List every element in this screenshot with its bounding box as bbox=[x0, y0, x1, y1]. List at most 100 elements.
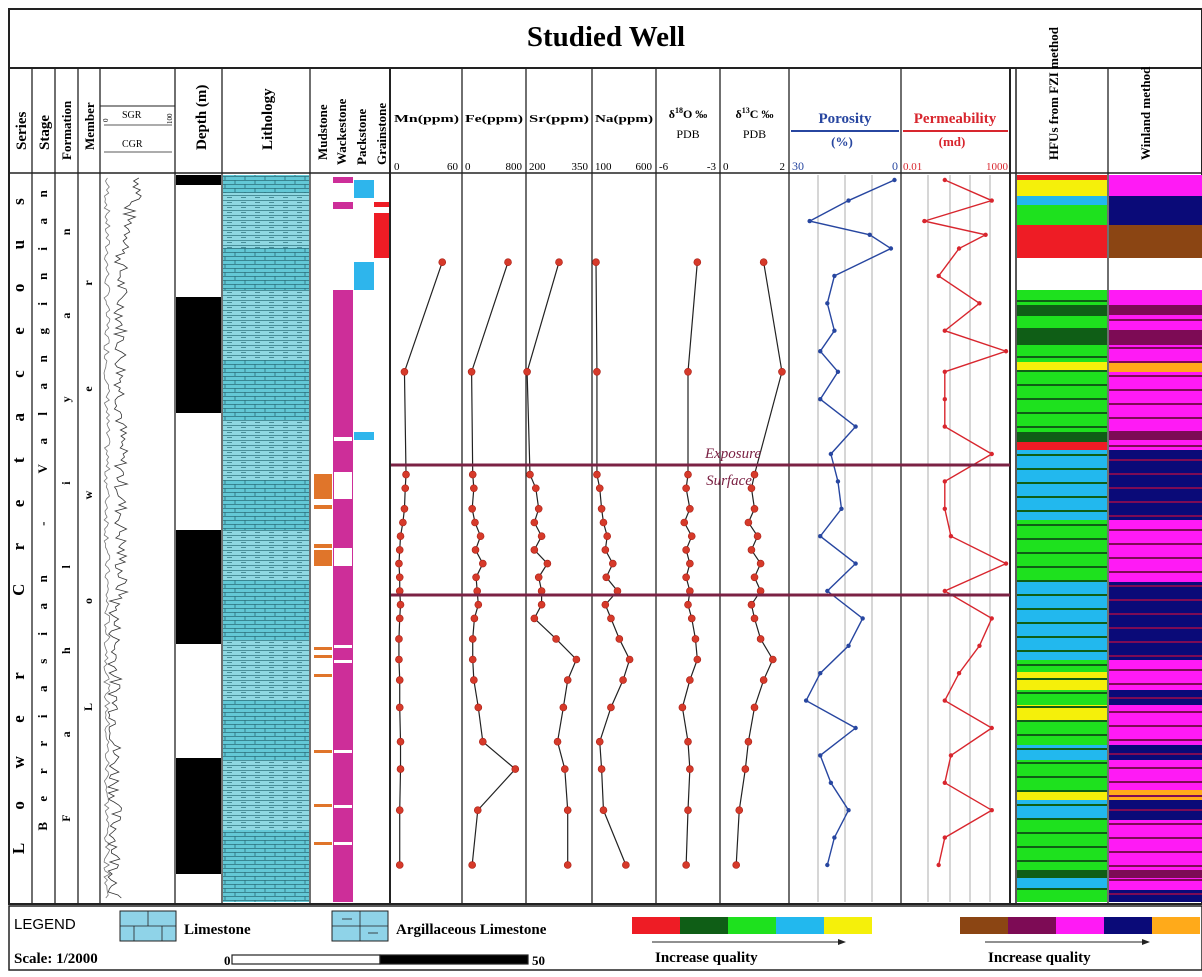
geochem-point bbox=[601, 546, 610, 554]
strat-letter: i bbox=[35, 714, 50, 718]
geochem-point bbox=[396, 600, 405, 609]
hfu-stripe bbox=[1017, 832, 1107, 834]
hfu-band bbox=[1017, 175, 1107, 180]
hfu-band bbox=[1017, 372, 1107, 395]
hfu-band bbox=[1017, 745, 1107, 760]
geochem-point bbox=[395, 806, 404, 815]
winland-stripe bbox=[1109, 417, 1202, 419]
legend-limestone: Limestone bbox=[184, 922, 251, 938]
hfu-band bbox=[1017, 180, 1107, 196]
permeability-label: Permeability bbox=[914, 111, 997, 127]
geochem-point bbox=[470, 484, 478, 493]
log-header-sub: PDB bbox=[743, 127, 766, 141]
porosity-point bbox=[839, 506, 844, 511]
geochem-point bbox=[619, 676, 627, 684]
strat-letter: n bbox=[35, 272, 50, 280]
legend-label: LEGEND bbox=[14, 916, 76, 933]
geochem-point bbox=[402, 470, 410, 479]
hfu-band bbox=[1017, 450, 1107, 520]
geochem-point bbox=[687, 532, 696, 541]
winland-band bbox=[1109, 745, 1202, 760]
strat-letter: a bbox=[9, 412, 28, 421]
header-formation: Formation bbox=[59, 100, 74, 160]
hfu-band bbox=[1017, 582, 1107, 600]
geochem-point bbox=[396, 737, 405, 746]
permeability-point bbox=[989, 198, 994, 203]
hfu-stripe bbox=[1017, 678, 1107, 680]
legend: LEGEND Limestone Argillaceous Limestone … bbox=[8, 905, 1202, 971]
geochem-point bbox=[504, 258, 512, 267]
geochem-point bbox=[530, 546, 539, 554]
geochem-point bbox=[593, 470, 601, 479]
winland-stripe bbox=[1109, 753, 1202, 755]
log-tick-min: -6 bbox=[659, 161, 669, 173]
winland-band bbox=[1109, 290, 1202, 305]
geochem-point bbox=[682, 546, 690, 554]
sgr-curve bbox=[106, 177, 142, 899]
porosity-point bbox=[853, 561, 858, 566]
geochem-point bbox=[438, 258, 447, 267]
log-header-el: O ‰ bbox=[683, 107, 707, 121]
winland-stripe bbox=[1109, 459, 1202, 461]
winland-band bbox=[1109, 196, 1202, 205]
geochem-point bbox=[686, 559, 694, 568]
log-tick-mid: 2 bbox=[780, 161, 786, 173]
winland-stripe bbox=[1109, 641, 1202, 643]
geochem-line bbox=[526, 262, 578, 865]
hfu-band bbox=[1017, 890, 1107, 902]
hfu-band bbox=[1017, 225, 1107, 258]
porosity-point bbox=[825, 588, 830, 594]
geochem-point bbox=[622, 861, 630, 869]
geochem-point bbox=[607, 703, 615, 712]
permeability-point bbox=[942, 328, 947, 333]
geochem-curves bbox=[395, 258, 786, 869]
winland-stripe bbox=[1109, 865, 1202, 867]
geochem-point bbox=[599, 518, 608, 527]
geochem-point bbox=[476, 532, 485, 541]
porosity-curve bbox=[803, 177, 897, 868]
geochem-point bbox=[747, 484, 756, 493]
geochem-point bbox=[607, 614, 615, 623]
geochem-point bbox=[595, 737, 604, 746]
porosity-max: 0 bbox=[892, 159, 898, 173]
geochem-point bbox=[473, 806, 482, 815]
strat-letter: y bbox=[59, 396, 73, 402]
geochem-point bbox=[750, 703, 759, 712]
log-tick-mid: 800 bbox=[506, 161, 523, 173]
porosity-line bbox=[805, 179, 895, 866]
hfu-band bbox=[1017, 878, 1107, 890]
porosity-point bbox=[853, 725, 858, 731]
geochem-point bbox=[395, 614, 404, 623]
limestone-swatch bbox=[119, 910, 177, 942]
hfu-stripe bbox=[1017, 538, 1107, 540]
strat-letter: r bbox=[35, 768, 50, 774]
winland-stripe bbox=[1109, 739, 1202, 741]
winland-stripe bbox=[1109, 403, 1202, 405]
log-header-sym: δ bbox=[669, 107, 675, 121]
geochem-point bbox=[559, 703, 568, 712]
winland-stripe bbox=[1109, 375, 1202, 377]
geochem-point bbox=[560, 765, 569, 773]
geochem-point bbox=[684, 600, 692, 609]
geochem-point bbox=[537, 532, 546, 541]
strat-letter: a bbox=[59, 313, 73, 319]
hfu-stripe bbox=[1017, 384, 1107, 386]
strat-letter: r bbox=[81, 280, 95, 286]
winland-stripe bbox=[1109, 473, 1202, 475]
strat-letter: - bbox=[35, 522, 50, 526]
scale-min: 0 bbox=[224, 953, 231, 968]
geochem-point bbox=[625, 655, 634, 664]
header-packstone: Packstone bbox=[354, 108, 369, 165]
strat-letter: e bbox=[9, 499, 28, 507]
log-tick-mid: -3 bbox=[707, 161, 717, 173]
sgr-min: 0 bbox=[102, 118, 110, 122]
winland-stripe bbox=[1109, 613, 1202, 615]
winland-band bbox=[1109, 432, 1202, 440]
geochem-point bbox=[478, 737, 487, 746]
hfu-band bbox=[1017, 205, 1107, 225]
geochem-point bbox=[470, 614, 479, 623]
porosity-point bbox=[828, 451, 834, 457]
hfu-stripe bbox=[1017, 860, 1107, 862]
winland-band bbox=[1109, 330, 1202, 345]
permeability-min: 0.01 bbox=[903, 161, 922, 173]
